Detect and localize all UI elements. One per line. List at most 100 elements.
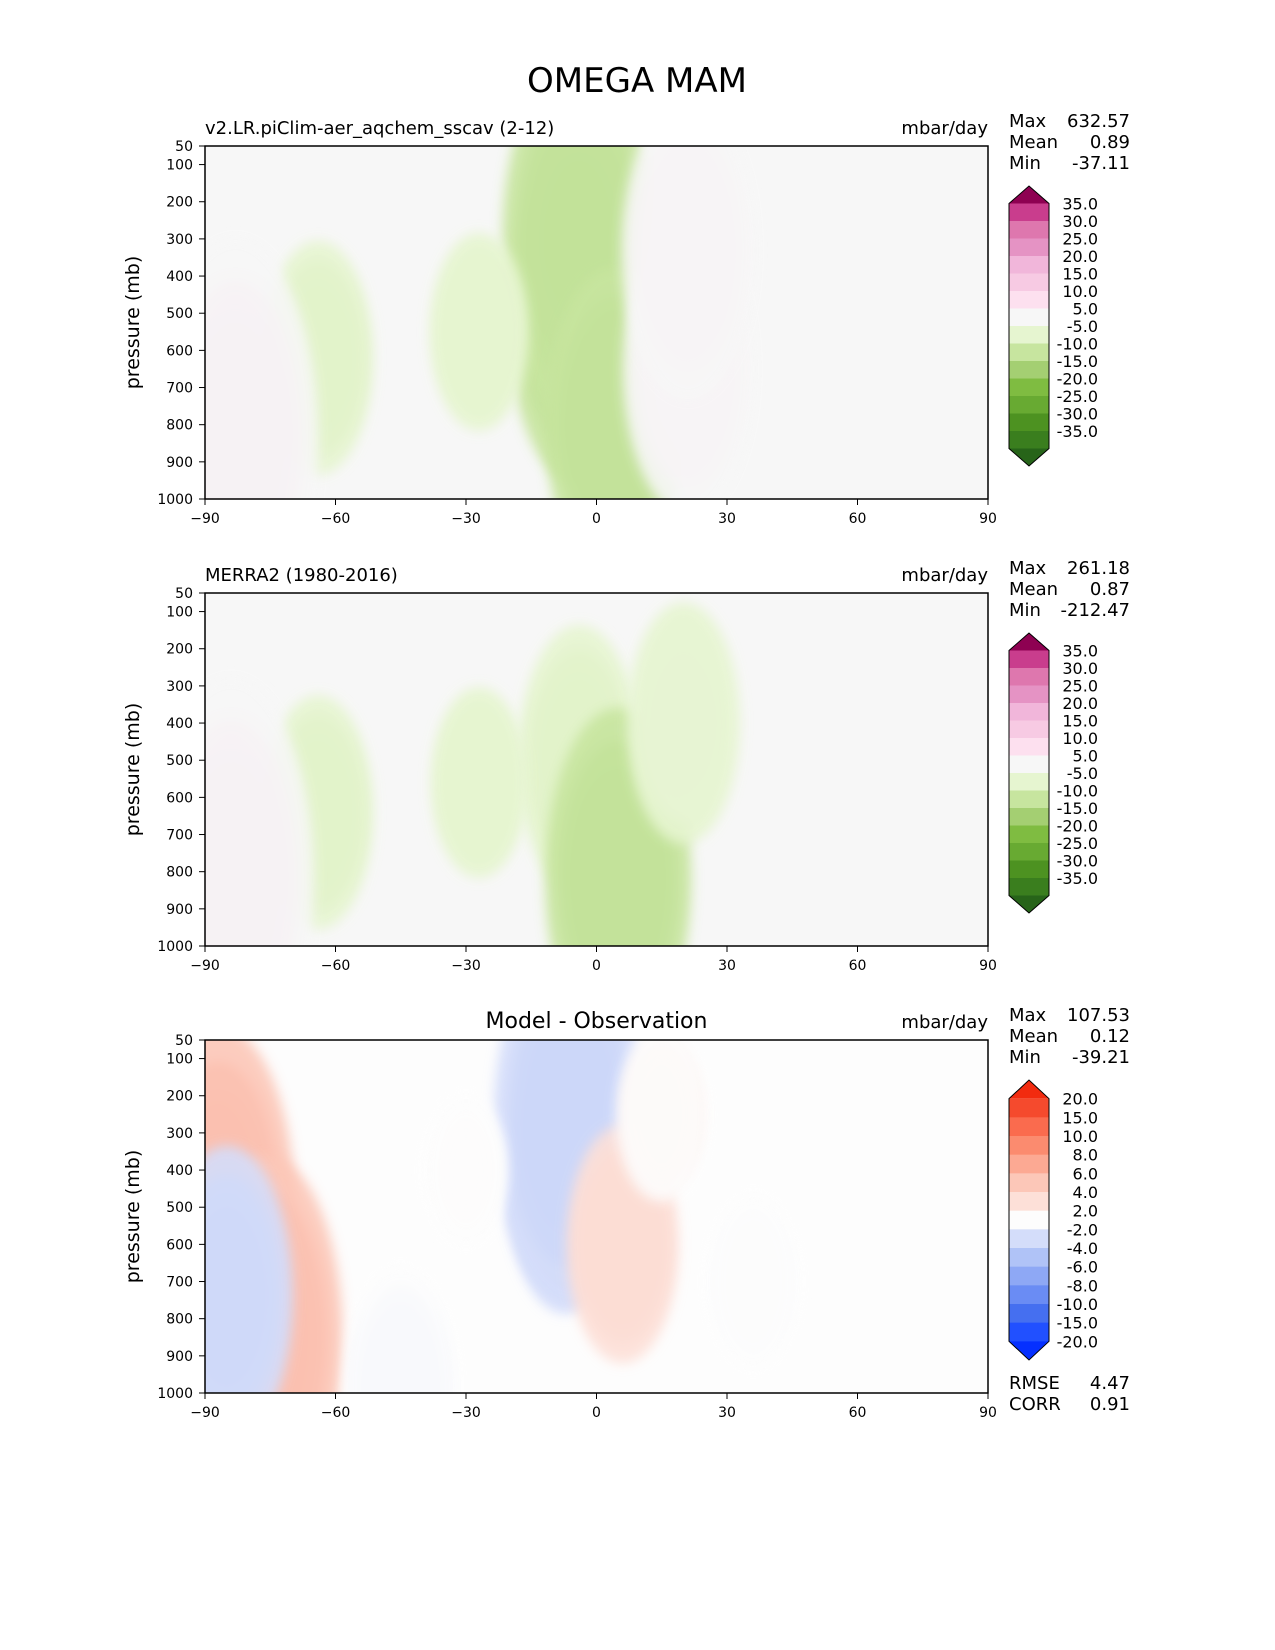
colorbar-segment	[1009, 221, 1049, 239]
colorbar-label: 4.0	[1073, 1183, 1098, 1202]
colorbar-label: 10.0	[1062, 282, 1098, 301]
y-tick-label: 50	[175, 586, 193, 602]
y-tick-label: 300	[166, 679, 193, 695]
field-blob	[430, 686, 528, 879]
y-tick-label: 700	[166, 381, 193, 397]
colorbar-label: -6.0	[1067, 1258, 1098, 1277]
colorbar-segment	[1009, 808, 1049, 826]
colorbar-extend-top	[1009, 633, 1049, 651]
stat-value: 0.89	[1090, 132, 1130, 153]
colorbar-label: -2.0	[1067, 1220, 1098, 1239]
colorbar-segment	[1009, 273, 1049, 292]
colorbar-label: 5.0	[1073, 747, 1098, 766]
colorbar-label: -10.0	[1057, 782, 1098, 801]
colorbar-extend-top	[1009, 186, 1049, 204]
colorbar-label: -25.0	[1057, 834, 1098, 853]
field-blob	[205, 679, 314, 946]
colorbar-segment	[1009, 1098, 1049, 1118]
colorbar-segment	[1009, 378, 1049, 397]
stat-value: -212.47	[1061, 600, 1130, 621]
colorbar-label: -35.0	[1057, 869, 1098, 888]
colorbar-segment	[1009, 343, 1049, 362]
y-tick-label: 700	[166, 1275, 193, 1291]
colorbar-segment	[1009, 1285, 1049, 1305]
extra-stat-label: RMSE	[1009, 1373, 1060, 1394]
colorbar-extend-bottom	[1009, 1341, 1049, 1360]
y-tick-label: 500	[166, 753, 193, 769]
colorbar-segment	[1009, 1248, 1049, 1268]
colorbar-segment	[1009, 1192, 1049, 1212]
y-tick-label: 900	[166, 455, 193, 471]
y-tick-label: 900	[166, 902, 193, 918]
y-tick-label: 700	[166, 828, 193, 844]
field-blob	[707, 1194, 799, 1370]
colorbar-segment	[1009, 650, 1049, 669]
y-tick-label: 400	[166, 716, 193, 732]
colorbar-segment	[1009, 1304, 1049, 1324]
colorbar-segment	[1009, 1117, 1049, 1137]
stat-label: Min	[1009, 600, 1041, 621]
x-tick-label: 90	[979, 1405, 997, 1421]
colorbar: 35.030.025.020.015.010.05.0-5.0-10.0-15.…	[1008, 632, 1098, 914]
x-tick-label: 60	[849, 511, 867, 527]
colorbar-segment	[1009, 738, 1049, 756]
extra-stat-label: CORR	[1009, 1394, 1061, 1415]
colorbar-outline	[1008, 632, 1050, 914]
colorbar-label: -30.0	[1057, 405, 1098, 424]
colorbar-label: -15.0	[1057, 799, 1098, 818]
x-tick-label: 30	[718, 958, 736, 974]
stat-label: Min	[1009, 1047, 1041, 1068]
x-tick-label: −60	[321, 958, 351, 974]
colorbar: 20.015.010.08.06.04.02.0-2.0-4.0-6.0-8.0…	[1008, 1079, 1098, 1361]
colorbar-label: 20.0	[1062, 1090, 1098, 1109]
y-tick-label: 600	[166, 790, 193, 806]
colorbar-segment	[1009, 256, 1049, 274]
colorbar-segment	[1009, 238, 1049, 257]
y-tick-label: 50	[175, 1033, 193, 1049]
y-tick-label: 500	[166, 306, 193, 322]
colorbar-label: -10.0	[1057, 1295, 1098, 1314]
colorbar-label: -10.0	[1057, 335, 1098, 354]
field-blob	[205, 239, 319, 499]
colorbar-label: -8.0	[1067, 1276, 1098, 1295]
figure-title: OMEGA MAM	[527, 61, 747, 101]
x-tick-label: −60	[321, 511, 351, 527]
colorbar-segment	[1009, 1266, 1049, 1286]
y-tick-label: 1000	[157, 492, 193, 508]
field-blob	[344, 1266, 457, 1393]
y-tick-label: 100	[166, 605, 193, 621]
colorbar-segment	[1009, 1136, 1049, 1156]
x-tick-label: −30	[451, 1405, 481, 1421]
y-tick-label: 200	[166, 642, 193, 658]
x-tick-label: 0	[592, 511, 601, 527]
y-tick-label: 200	[166, 195, 193, 211]
field-blob	[616, 1040, 708, 1202]
colorbar-label: 25.0	[1062, 230, 1098, 249]
colorbar-segment	[1009, 308, 1049, 327]
stat-value: -39.21	[1072, 1047, 1130, 1068]
colorbar-label: 20.0	[1062, 247, 1098, 266]
x-tick-label: 60	[849, 958, 867, 974]
panel-title: v2.LR.piClim-aer_aqchem_sscav (2-12)	[205, 118, 554, 139]
colorbar-label: 15.0	[1062, 265, 1098, 284]
x-tick-label: −90	[190, 1405, 220, 1421]
stat-label: Max	[1009, 1005, 1047, 1026]
stat-value: 632.57	[1067, 111, 1130, 132]
field-test	[205, 146, 754, 499]
colorbar-segment	[1009, 790, 1049, 809]
colorbar-label: 35.0	[1062, 195, 1098, 214]
stat-label: Max	[1009, 558, 1047, 579]
stat-value: 261.18	[1067, 558, 1130, 579]
y-tick-label: 1000	[157, 1386, 193, 1402]
colorbar-segment	[1009, 1229, 1049, 1249]
y-axis-label: pressure (mb)	[122, 703, 144, 837]
y-tick-label: 400	[166, 269, 193, 285]
colorbar-label: 15.0	[1062, 712, 1098, 731]
colorbar-segment	[1009, 361, 1049, 379]
colorbar-label: -25.0	[1057, 387, 1098, 406]
field-blob	[429, 232, 529, 431]
colorbar-segment	[1009, 685, 1049, 704]
colorbar-outline	[1008, 185, 1050, 467]
x-tick-label: 0	[592, 1405, 601, 1421]
